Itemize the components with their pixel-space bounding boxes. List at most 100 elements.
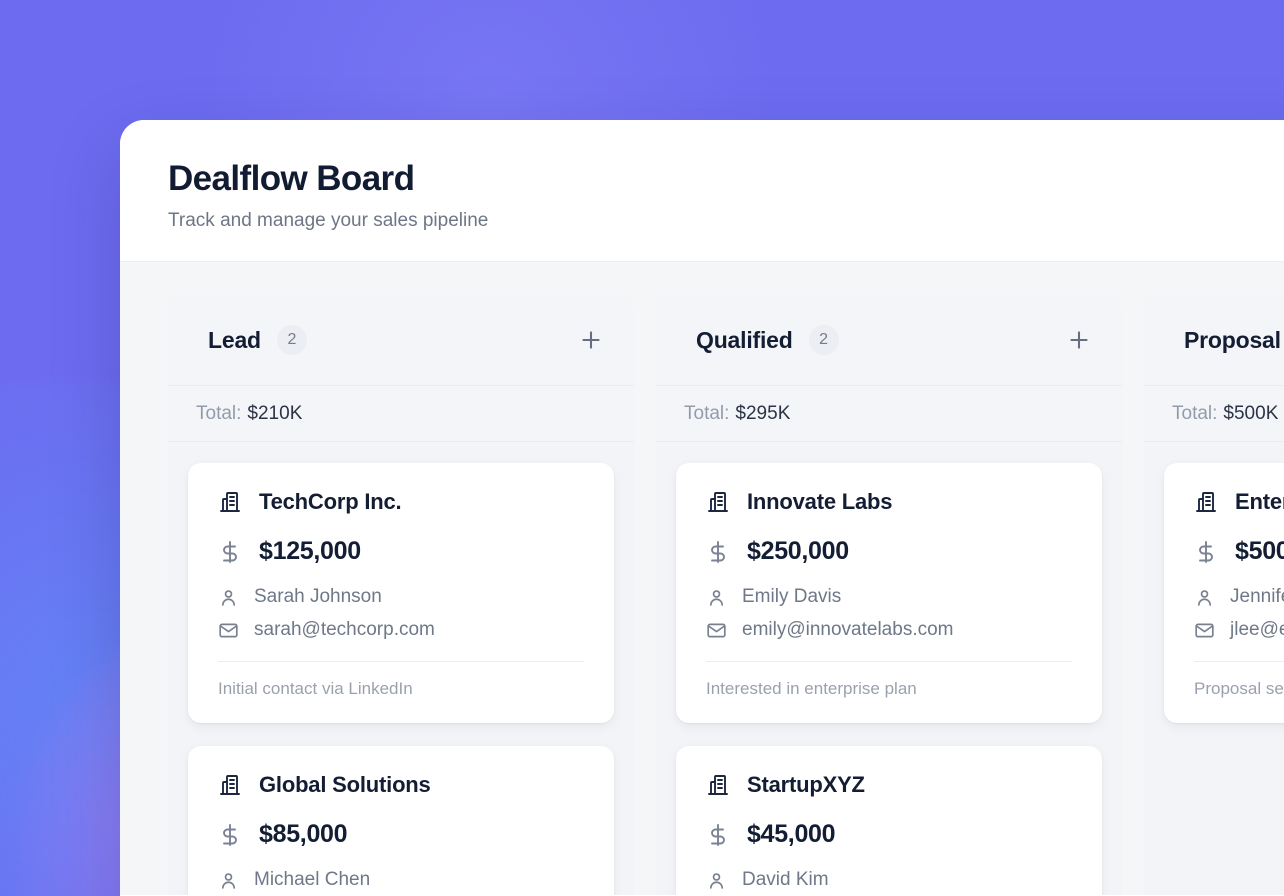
dollar-sign-icon [706,540,730,564]
deal-amount-value: $125,000 [259,537,361,565]
deal-company-row: Enterprise Co [1194,489,1284,515]
column-qualified: Qualified 2 Total: $295K Innovate Labs $250,0… [656,295,1122,895]
deal-company-name: TechCorp Inc. [259,489,402,514]
column-total-qualified: Total: $295K [656,386,1122,442]
envelope-icon [706,620,727,641]
column-lead: Lead 2 Total: $210K TechCorp Inc. $125,000 Sar… [168,295,634,895]
column-total-lead: Total: $210K [168,386,634,442]
column-count-badge: 2 [276,325,307,355]
plus-icon [1066,327,1092,353]
panel-header: Dealflow Board Track and manage your sal… [120,120,1284,262]
deal-amount-row: $85,000 [218,820,584,849]
kanban-board: Lead 2 Total: $210K TechCorp Inc. $125,000 Sar… [120,262,1284,895]
column-total-value: $500K [1223,402,1279,424]
deal-meta: Jennifer Lee jlee@enterprise.com [1194,586,1284,641]
deal-meta: Michael Chenmchen@globalsol.com [218,869,584,895]
deal-amount-row: $250,000 [706,537,1072,566]
deal-amount-value: $500,000 [1235,537,1284,565]
deal-amount-value: $85,000 [259,820,348,848]
column-proposal: Proposal1Total:$500KEnterprise Co$500,00… [1144,295,1284,895]
deal-card[interactable]: StartupXYZ $45,000 David Kimdavid@startupx… [676,746,1102,895]
deal-amount-row: $45,000 [706,820,1072,849]
column-total-label: Total: [684,402,730,424]
column-title: Proposal [1184,326,1281,353]
deal-meta: Emily Davis emily@innovatelabs.com [706,586,1072,641]
deal-contact-name: Michael Chen [254,869,371,890]
deal-company-name: Global Solutions [259,772,431,797]
deal-email: jlee@enterprise.com [1230,619,1284,640]
dollar-sign-icon [218,540,242,564]
deal-card[interactable]: TechCorp Inc. $125,000 Sarah Johnson sarah@… [188,463,614,723]
dollar-sign-icon [218,823,242,847]
building-icon [706,773,730,797]
building-icon [706,490,730,514]
column-total-label: Total: [1172,402,1218,424]
app-panel: Dealflow Board Track and manage your sal… [120,120,1284,896]
column-total-value: $295K [735,402,791,424]
column-title: Lead [208,326,261,353]
page-subtitle: Track and manage your sales pipeline [168,210,489,231]
deal-contact-row: Sarah Johnson [218,586,584,608]
deal-company-row: Global Solutions [218,772,584,798]
deal-contact-row: Jennifer Lee [1194,586,1284,608]
deal-company-name: Innovate Labs [747,489,893,514]
user-icon [218,870,239,891]
deal-company-row: StartupXYZ [706,772,1072,798]
deal-contact-name: Sarah Johnson [254,586,382,607]
building-icon [218,773,242,797]
column-total-proposal: Total: $500K [1144,386,1284,442]
user-icon [218,587,239,608]
deal-email: emily@innovatelabs.com [742,619,954,640]
deal-contact-name: Jennifer Lee [1230,586,1284,607]
deal-card[interactable]: Innovate Labs $250,000 Emily Davis emily@in… [676,463,1102,723]
add-card-button-qualified[interactable] [1064,325,1094,355]
deal-divider [706,661,1072,662]
deal-company-name: Enterprise Co [1235,489,1284,514]
column-body-proposal: Enterprise Co $500,000 Jennifer Lee jlee@en… [1144,442,1284,723]
column-body-lead: TechCorp Inc. $125,000 Sarah Johnson sarah@… [168,442,634,895]
deal-contact-name: Emily Davis [742,586,842,607]
envelope-icon [218,620,239,641]
deal-meta: David Kimdavid@startupxyz.io [706,869,1072,895]
column-header-proposal: Proposal1 [1144,295,1284,386]
column-count-badge: 2 [808,325,839,355]
user-icon [706,587,727,608]
deal-company-row: Innovate Labs [706,489,1072,515]
dollar-sign-icon [706,823,730,847]
column-header-lead: Lead 2 [168,295,634,386]
deal-amount-row: $500,000 [1194,537,1284,566]
user-icon [706,870,727,891]
deal-contact-row: David Kim [706,869,1072,891]
add-card-button-lead[interactable] [576,325,606,355]
deal-note: Initial contact via LinkedIn [218,679,413,698]
column-header-qualified: Qualified 2 [656,295,1122,386]
deal-email: sarah@techcorp.com [254,619,435,640]
plus-icon [578,327,604,353]
deal-card[interactable]: Global Solutions $85,000 Michael Chenmchen… [188,746,614,895]
deal-email-row: emily@innovatelabs.com [706,619,1072,641]
deal-meta: Sarah Johnson sarah@techcorp.com [218,586,584,641]
deal-email-row: sarah@techcorp.com [218,619,584,641]
deal-note: Interested in enterprise plan [706,679,917,698]
deal-card[interactable]: Enterprise Co $500,000 Jennifer Lee jlee@en… [1164,463,1284,723]
deal-divider [1194,661,1284,662]
column-body-qualified: Innovate Labs $250,000 Emily Davis emily@in… [656,442,1122,895]
column-total-label: Total: [196,402,242,424]
column-title: Qualified [696,326,793,353]
deal-divider [218,661,584,662]
user-icon [1194,587,1215,608]
column-total-value: $210K [247,402,303,424]
deal-amount-value: $45,000 [747,820,836,848]
deal-amount-row: $125,000 [218,537,584,566]
deal-company-row: TechCorp Inc. [218,489,584,515]
dollar-sign-icon [1194,540,1218,564]
envelope-icon [1194,620,1215,641]
deal-email-row: jlee@enterprise.com [1194,619,1284,641]
deal-company-name: StartupXYZ [747,772,865,797]
building-icon [218,490,242,514]
deal-amount-value: $250,000 [747,537,849,565]
deal-contact-name: David Kim [742,869,829,890]
deal-contact-row: Michael Chen [218,869,584,891]
deal-contact-row: Emily Davis [706,586,1072,608]
